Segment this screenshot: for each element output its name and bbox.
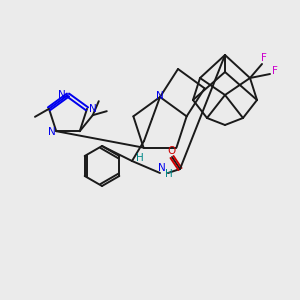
Text: F: F: [261, 53, 267, 63]
Text: F: F: [272, 66, 278, 76]
Text: N: N: [58, 90, 66, 100]
Text: N: N: [89, 104, 97, 114]
Text: N: N: [158, 163, 166, 173]
Text: N: N: [48, 127, 56, 137]
Text: H: H: [165, 169, 173, 179]
Text: H: H: [136, 153, 144, 163]
Text: O: O: [167, 146, 175, 156]
Text: N: N: [156, 91, 164, 101]
